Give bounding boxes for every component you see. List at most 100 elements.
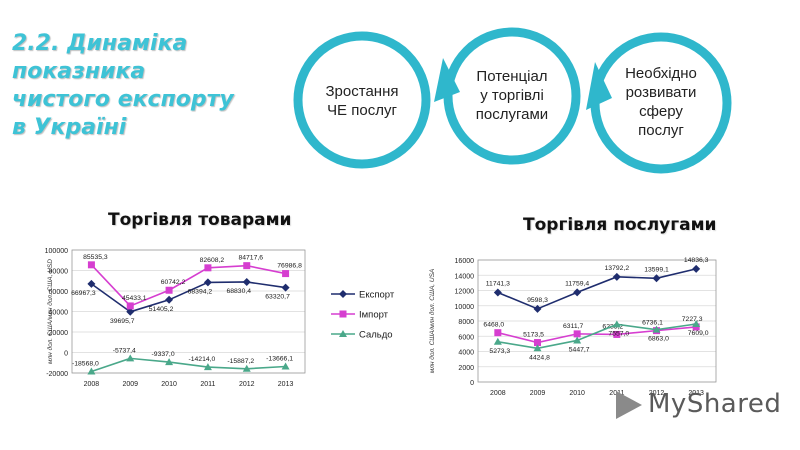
legend-marker-0 <box>339 290 347 298</box>
series-line-1 <box>497 326 697 344</box>
data-label-2-4: -15887,2 <box>227 358 254 365</box>
data-label-0-3: 13792,2 <box>605 265 630 272</box>
data-point-0-3 <box>612 272 621 281</box>
data-point-2-2 <box>573 336 582 344</box>
data-label-0-1: 39695,7 <box>110 318 135 325</box>
services-title: Торгівля послугами <box>523 215 717 235</box>
process-step-3: Необхідно розвивати сферу послуг <box>625 65 697 139</box>
data-label-2-3: 7557,0 <box>608 330 629 337</box>
legend-label-1: Імпорт <box>359 310 389 321</box>
y-tick-label: 8000 <box>458 319 474 326</box>
data-label-1-4: 84717,6 <box>238 255 263 262</box>
y-tick-label: 0 <box>64 351 68 358</box>
y-axis-label: млн дол. США/млн дол. США, USA <box>428 269 436 374</box>
data-label-1-4: 6736,1 <box>642 320 663 327</box>
data-label-1-1: 5173,5 <box>523 332 544 339</box>
data-label-0-4: 68830,4 <box>226 288 251 295</box>
data-label-0-3: 68394,2 <box>188 288 213 295</box>
data-label-0-0: 11741,3 <box>486 280 510 287</box>
series-line-2 <box>91 357 286 373</box>
data-label-1-5: 76986,8 <box>277 263 302 270</box>
y-tick-label: 14000 <box>455 273 475 280</box>
x-tick-label: 2012 <box>239 381 255 388</box>
data-point-1-1 <box>126 302 134 310</box>
y-tick-label: 12000 <box>455 289 475 296</box>
goods-title: Торгівля товарами <box>108 210 292 230</box>
play-triangle-icon <box>616 391 642 419</box>
data-label-0-0: 66967,3 <box>71 290 96 297</box>
data-point-1-5 <box>282 270 290 278</box>
data-label-0-1: 9598,3 <box>527 297 548 304</box>
data-point-0-1 <box>126 307 135 316</box>
process-step-2: Потенціал у торгівлі послугами <box>475 68 549 123</box>
data-label-2-2: 5447,7 <box>569 346 590 353</box>
data-point-0-3 <box>203 278 212 287</box>
data-point-2-0 <box>87 367 96 375</box>
y-tick-label: 40000 <box>49 310 69 317</box>
x-tick-label: 2013 <box>278 381 294 388</box>
watermark-text: MyShared <box>648 389 782 419</box>
data-point-0-5 <box>281 283 290 292</box>
legend-label-0: Експорт <box>359 290 395 301</box>
data-point-1-1 <box>534 339 541 347</box>
data-point-2-2 <box>165 358 174 366</box>
data-label-1-3: 6235,2 <box>602 323 623 330</box>
services-chart: 0 2000 4000 6000 8000 10000 12000 14000 16000 200… <box>428 257 717 397</box>
process-arrow-1 <box>434 58 460 102</box>
plot-frame <box>477 259 717 383</box>
data-label-2-0: 5273,3 <box>489 348 510 355</box>
data-label-0-2: 51405,2 <box>149 306 174 313</box>
x-tick-label: 2012 <box>649 390 665 397</box>
data-label-1-2: 6311,7 <box>563 323 584 330</box>
process-circle-1 <box>293 31 431 169</box>
data-label-1-0: 6468,0 <box>483 322 504 329</box>
data-point-0-5 <box>692 264 701 273</box>
data-point-1-2 <box>573 330 581 338</box>
series-line-0 <box>497 268 697 310</box>
data-label-0-4: 13599,1 <box>644 266 669 273</box>
data-point-1-0 <box>87 261 95 269</box>
data-point-2-1 <box>126 354 135 362</box>
y-tick-label: 16000 <box>455 258 475 265</box>
data-label-2-4: 6863,0 <box>648 336 669 343</box>
data-label-1-0: 85535,3 <box>83 254 108 261</box>
data-label-2-0: -18568,0 <box>72 361 99 368</box>
data-point-2-1 <box>533 344 542 352</box>
data-point-0-0 <box>87 279 96 288</box>
data-point-2-0 <box>493 337 502 345</box>
y-tick-label: 10000 <box>455 304 475 311</box>
plot-frame <box>71 249 306 374</box>
data-label-2-3: -14214,0 <box>188 356 215 363</box>
y-tick-label: 60000 <box>49 289 69 296</box>
y-tick-label: 100000 <box>45 248 68 255</box>
y-tick-label: 4000 <box>458 350 474 357</box>
data-point-1-2 <box>165 286 173 294</box>
y-tick-label: 2000 <box>458 365 474 372</box>
data-point-0-2 <box>165 295 174 304</box>
data-point-2-3 <box>612 320 621 328</box>
data-point-0-4 <box>242 277 251 286</box>
data-point-2-4 <box>242 364 251 372</box>
series-line-1 <box>90 264 286 307</box>
x-tick-label: 2009 <box>122 381 138 388</box>
x-tick-label: 2008 <box>84 381 100 388</box>
x-tick-label: 2010 <box>569 390 585 397</box>
series-line-0 <box>90 281 286 313</box>
slide-title: 2.2. Динаміка показника чистого експорту… <box>12 31 234 140</box>
x-tick-label: 2009 <box>530 390 546 397</box>
data-point-1-4 <box>243 262 251 270</box>
data-label-2-2: -9337,0 <box>152 351 175 358</box>
data-label-1-5: 7227,3 <box>682 316 703 323</box>
x-tick-label: 2008 <box>490 390 506 397</box>
legend-marker-1 <box>339 310 347 318</box>
data-point-2-5 <box>692 319 701 327</box>
y-tick-label: 0 <box>470 380 474 387</box>
process-step-1: Зростання ЧЕ послуг <box>325 83 399 119</box>
x-tick-label: 2010 <box>161 381 177 388</box>
data-point-0-4 <box>652 274 661 283</box>
data-point-1-3 <box>204 264 212 272</box>
data-label-0-5: 14836,3 <box>684 257 709 264</box>
data-point-1-3 <box>613 330 621 338</box>
series-line-2 <box>497 323 697 350</box>
data-label-0-2: 11759,4 <box>565 280 589 287</box>
